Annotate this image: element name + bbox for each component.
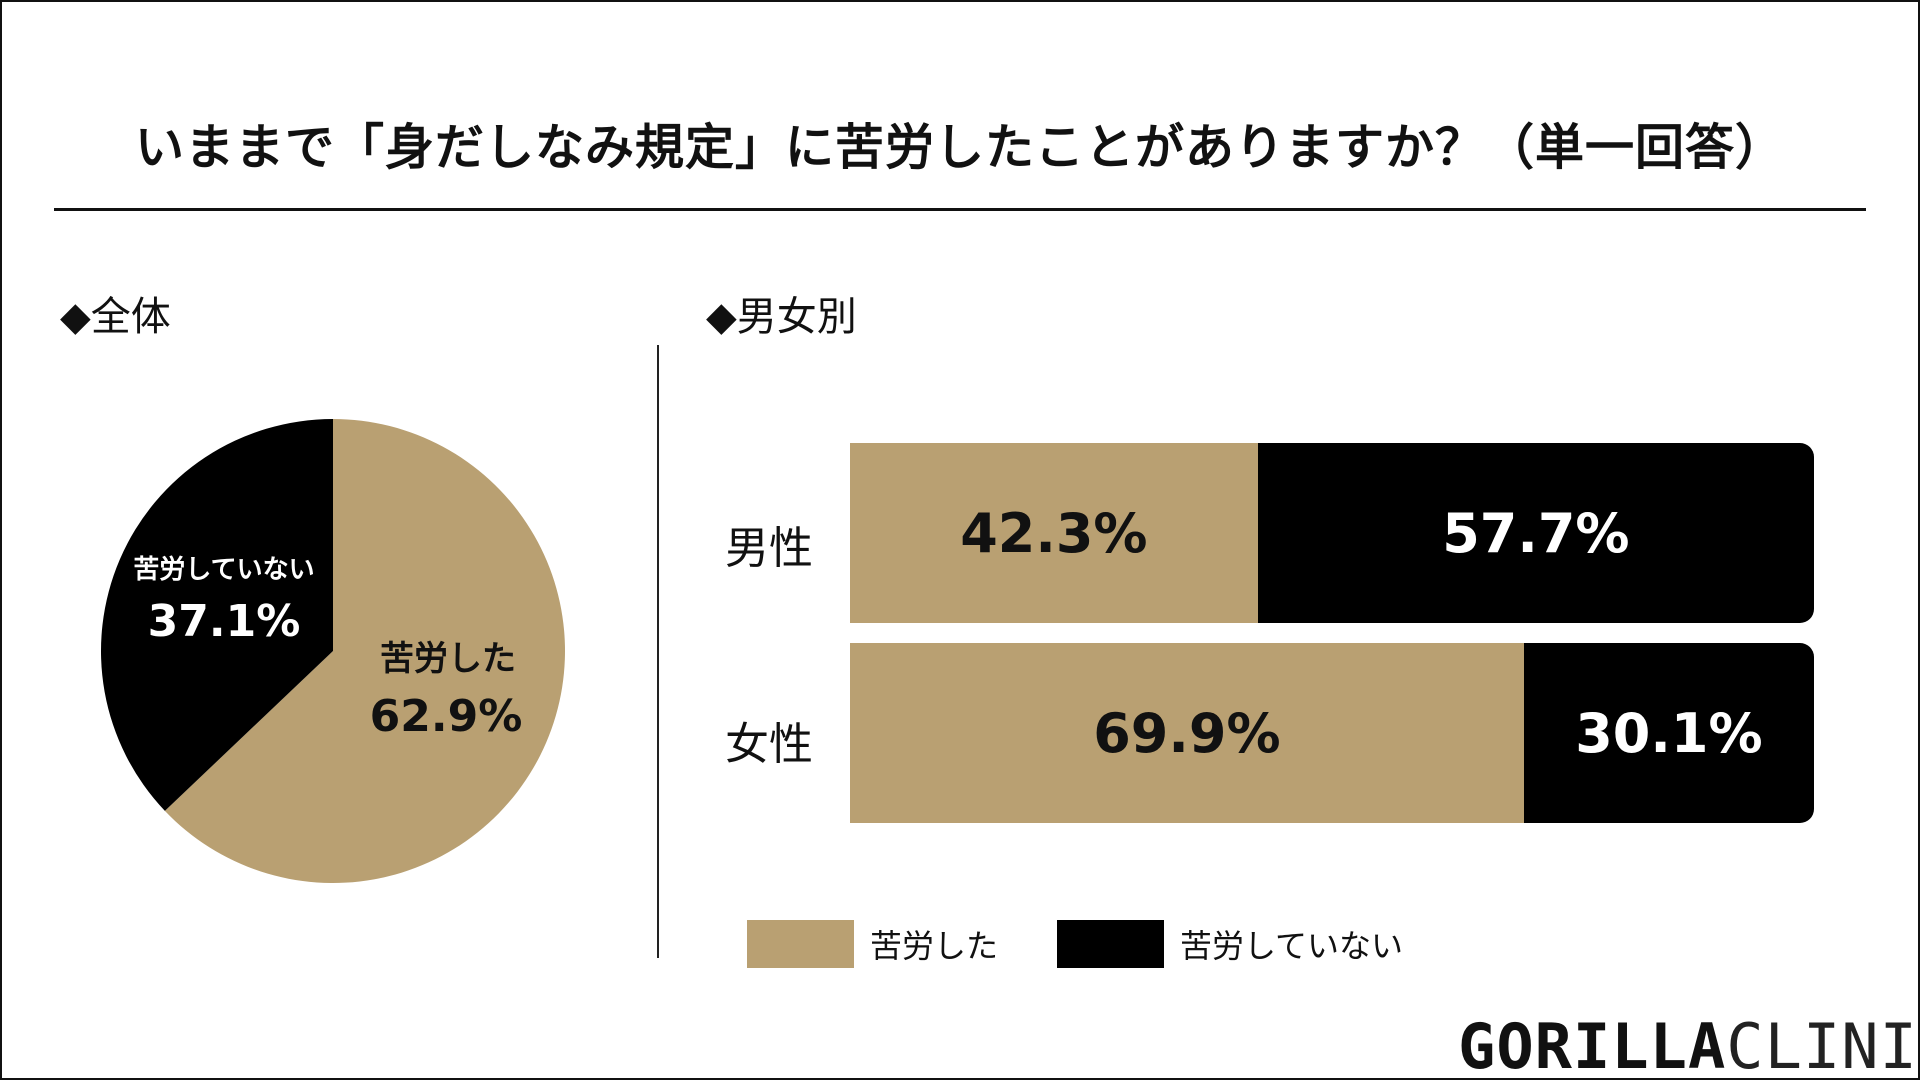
logo-bold-part: GORILLA [1458, 1010, 1727, 1083]
section-divider [657, 345, 659, 958]
bar-female-didnot: 30.1% [1523, 643, 1814, 823]
pie-slice-didnot [101, 419, 333, 811]
brand-logo: GORILLACLINIC [1458, 1010, 1920, 1083]
legend-swatch-didnot [1057, 920, 1164, 968]
pie-label-did-name: 苦労した [380, 639, 516, 679]
legend-item-did: 苦労した [747, 920, 998, 968]
pie-slice-did [164, 419, 565, 883]
legend-item-didnot: 苦労していない [1057, 920, 1403, 968]
bar-female-did: 69.9% [850, 643, 1524, 823]
pie-label-notdid-value: 37.1% [148, 596, 301, 647]
bar-female: 69.9% 30.1% [850, 643, 1814, 823]
legend-swatch-did [747, 920, 854, 968]
section-gender-title: ◆男女別 [706, 294, 857, 340]
section-overall-title: ◆全体 [60, 294, 171, 340]
pie-label-did-value: 62.9% [370, 691, 523, 742]
logo-light-part: CLINIC [1726, 1010, 1920, 1083]
pie-chart: 苦労していない 37.1% 苦労した 62.9% [101, 419, 565, 883]
row-label-female: 女性 [725, 719, 813, 770]
bar-male: 42.3% 57.7% [850, 443, 1814, 623]
bar-male-didnot: 57.7% [1257, 443, 1814, 623]
legend-label-did: 苦労した [870, 927, 999, 965]
legend-label-didnot: 苦労していない [1180, 927, 1404, 965]
pie-label-notdid-name: 苦労していない [133, 555, 314, 585]
title-rule [54, 208, 1866, 211]
bar-male-did: 42.3% [850, 443, 1258, 623]
page-title: いままで「身だしなみ規定」に苦労したことがありますか？（単一回答） [134, 119, 1785, 176]
row-label-male: 男性 [725, 523, 813, 574]
